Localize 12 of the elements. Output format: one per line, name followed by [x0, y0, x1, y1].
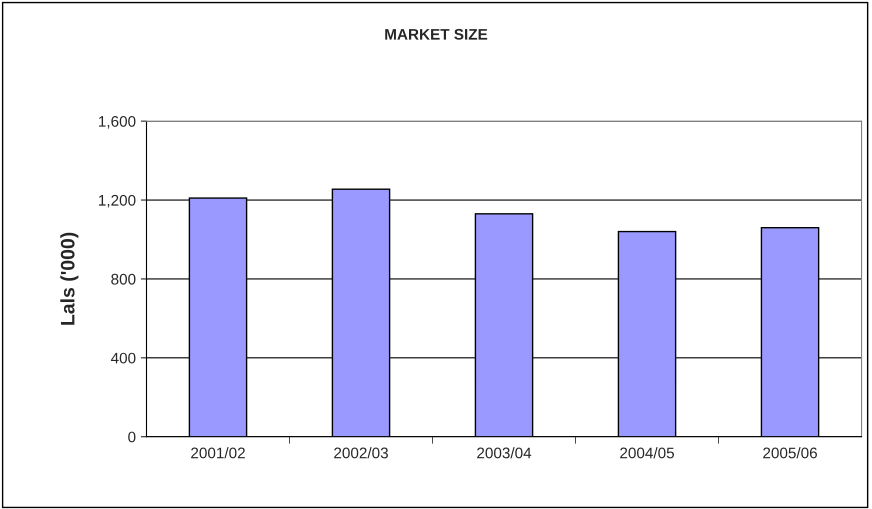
y-tick-label: 0	[128, 432, 136, 442]
y-tick-label: 800	[111, 274, 136, 285]
x-tick-label: 2003/04	[477, 447, 532, 458]
y-tick-label: 1,200	[99, 194, 136, 208]
y-tick-label: 1,600	[99, 116, 136, 129]
chart-title: MARKET SIZE	[385, 28, 488, 40]
x-tick-label: 2005/06	[763, 447, 817, 458]
y-tick-label: 400	[110, 352, 136, 364]
y-axis-title: Lals ('000)	[60, 232, 78, 325]
x-tick-label: 2004/05	[620, 447, 674, 458]
x-tick-label: 2002/03	[334, 447, 388, 458]
x-tick-label: 2001/02	[191, 447, 245, 458]
